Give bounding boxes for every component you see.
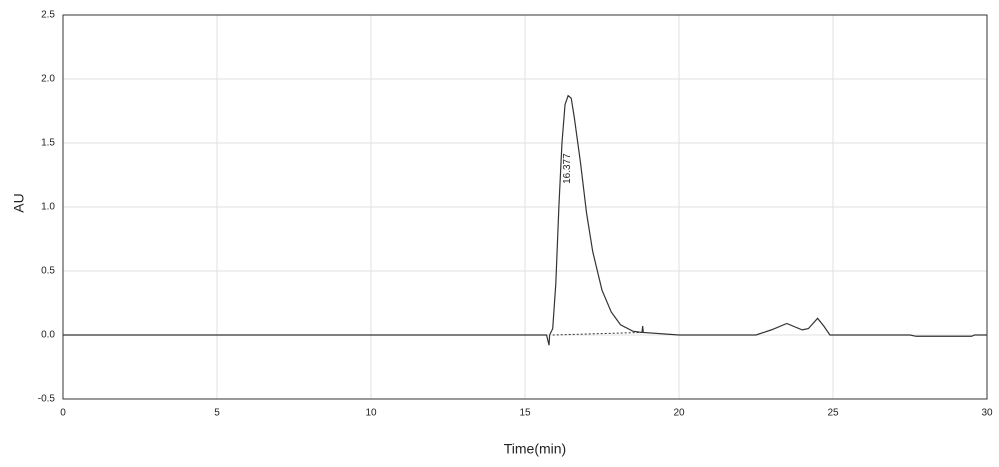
y-tick-label: 0.5 [41, 266, 55, 277]
x-tick-label: 25 [827, 408, 839, 419]
baseline [552, 331, 643, 336]
x-tick-label: 5 [214, 408, 220, 419]
x-tick-label: 10 [365, 408, 377, 419]
y-tick-label: -0.5 [38, 394, 56, 405]
x-tick-label: 0 [60, 408, 66, 419]
signal-line [63, 94, 987, 346]
y-tick-label: 0.0 [41, 330, 55, 341]
x-tick-label: 15 [519, 408, 531, 419]
y-tick-label: 2.5 [41, 10, 55, 21]
y-axis-title: AU [11, 193, 27, 212]
x-axis-title: Time(min) [504, 441, 566, 457]
peak-label: 16.377 [562, 153, 573, 184]
y-tick-label: 1.0 [41, 202, 55, 213]
y-tick-label: 1.5 [41, 138, 55, 149]
plot-frame [62, 14, 988, 400]
y-tick-label: 2.0 [41, 74, 55, 85]
x-tick-label: 20 [673, 408, 685, 419]
x-tick-label: 30 [981, 408, 993, 419]
